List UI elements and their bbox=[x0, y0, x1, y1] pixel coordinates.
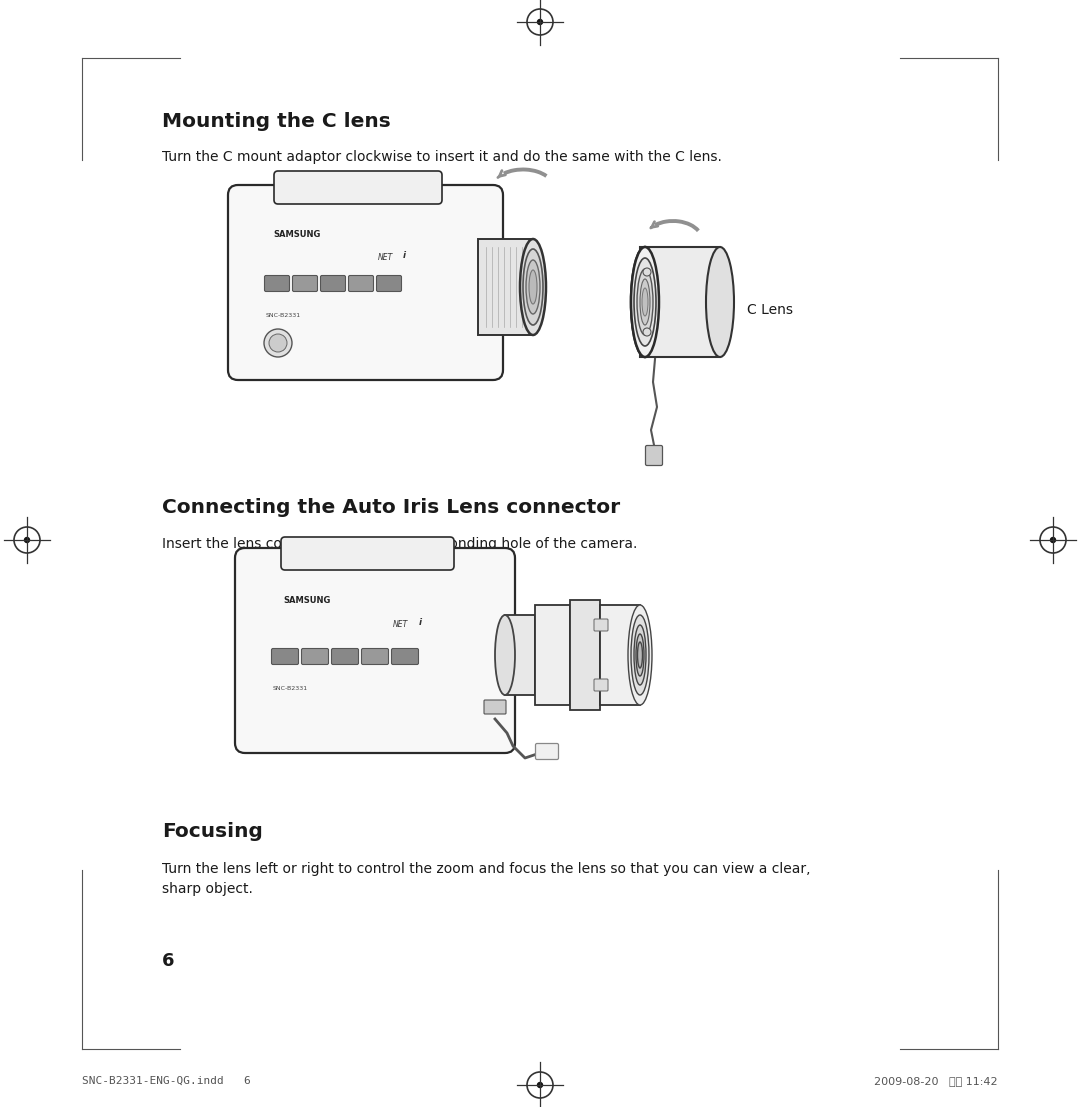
Ellipse shape bbox=[529, 270, 537, 304]
FancyBboxPatch shape bbox=[349, 276, 374, 291]
Circle shape bbox=[538, 1083, 542, 1087]
Ellipse shape bbox=[519, 239, 546, 335]
Text: C Lens: C Lens bbox=[747, 303, 793, 317]
FancyBboxPatch shape bbox=[594, 619, 608, 631]
FancyBboxPatch shape bbox=[391, 649, 419, 664]
FancyBboxPatch shape bbox=[332, 649, 359, 664]
FancyBboxPatch shape bbox=[535, 606, 570, 705]
Ellipse shape bbox=[631, 247, 659, 356]
FancyBboxPatch shape bbox=[640, 247, 720, 356]
Text: NET: NET bbox=[393, 620, 408, 629]
Text: SNC-B2331: SNC-B2331 bbox=[266, 313, 301, 318]
Ellipse shape bbox=[634, 625, 646, 685]
FancyBboxPatch shape bbox=[281, 537, 454, 570]
Ellipse shape bbox=[634, 258, 656, 346]
FancyBboxPatch shape bbox=[301, 649, 328, 664]
FancyBboxPatch shape bbox=[600, 606, 640, 705]
Ellipse shape bbox=[642, 288, 648, 315]
FancyBboxPatch shape bbox=[478, 239, 534, 335]
Text: Focusing: Focusing bbox=[162, 823, 262, 841]
FancyBboxPatch shape bbox=[570, 600, 600, 710]
Text: SNC-B2331: SNC-B2331 bbox=[273, 686, 308, 691]
FancyBboxPatch shape bbox=[646, 445, 662, 466]
Text: SNC-B2331-ENG-QG.indd   6: SNC-B2331-ENG-QG.indd 6 bbox=[82, 1076, 251, 1086]
Text: SAMSUNG: SAMSUNG bbox=[273, 230, 321, 239]
Text: Mounting the C lens: Mounting the C lens bbox=[162, 112, 391, 131]
Text: Turn the lens left or right to control the zoom and focus the lens so that you c: Turn the lens left or right to control t… bbox=[162, 862, 810, 876]
Ellipse shape bbox=[495, 615, 515, 695]
Text: NET: NET bbox=[378, 254, 393, 262]
Circle shape bbox=[538, 20, 542, 24]
FancyBboxPatch shape bbox=[484, 700, 507, 714]
FancyBboxPatch shape bbox=[321, 276, 346, 291]
FancyBboxPatch shape bbox=[293, 276, 318, 291]
Text: sharp object.: sharp object. bbox=[162, 882, 253, 896]
Text: 6: 6 bbox=[162, 952, 175, 970]
Text: SAMSUNG: SAMSUNG bbox=[283, 596, 330, 606]
FancyBboxPatch shape bbox=[362, 649, 389, 664]
FancyBboxPatch shape bbox=[274, 170, 442, 204]
Circle shape bbox=[643, 268, 651, 276]
FancyBboxPatch shape bbox=[377, 276, 402, 291]
Ellipse shape bbox=[640, 279, 650, 325]
Text: Insert the lens connector into the corresponding hole of the camera.: Insert the lens connector into the corre… bbox=[162, 537, 637, 551]
Circle shape bbox=[25, 538, 29, 542]
Text: Turn the C mount adaptor clockwise to insert it and do the same with the C lens.: Turn the C mount adaptor clockwise to in… bbox=[162, 151, 721, 164]
Circle shape bbox=[643, 328, 651, 337]
FancyBboxPatch shape bbox=[594, 679, 608, 691]
FancyBboxPatch shape bbox=[536, 744, 558, 759]
Ellipse shape bbox=[637, 269, 653, 335]
Text: i: i bbox=[419, 618, 422, 627]
Ellipse shape bbox=[706, 247, 734, 356]
FancyBboxPatch shape bbox=[228, 185, 503, 380]
Circle shape bbox=[1051, 538, 1055, 542]
Text: 2009-08-20   오전 11:42: 2009-08-20 오전 11:42 bbox=[875, 1076, 998, 1086]
Ellipse shape bbox=[637, 642, 643, 668]
Ellipse shape bbox=[636, 634, 644, 676]
FancyBboxPatch shape bbox=[271, 649, 298, 664]
Ellipse shape bbox=[634, 257, 656, 346]
Ellipse shape bbox=[526, 260, 540, 314]
Text: i: i bbox=[403, 251, 406, 260]
Ellipse shape bbox=[631, 615, 649, 695]
Ellipse shape bbox=[523, 249, 543, 325]
FancyBboxPatch shape bbox=[265, 276, 289, 291]
Circle shape bbox=[264, 329, 292, 356]
Circle shape bbox=[269, 334, 287, 352]
Ellipse shape bbox=[627, 606, 652, 705]
FancyBboxPatch shape bbox=[235, 548, 515, 753]
Ellipse shape bbox=[631, 247, 659, 356]
Text: Connecting the Auto Iris Lens connector: Connecting the Auto Iris Lens connector bbox=[162, 498, 620, 517]
FancyBboxPatch shape bbox=[505, 615, 535, 695]
